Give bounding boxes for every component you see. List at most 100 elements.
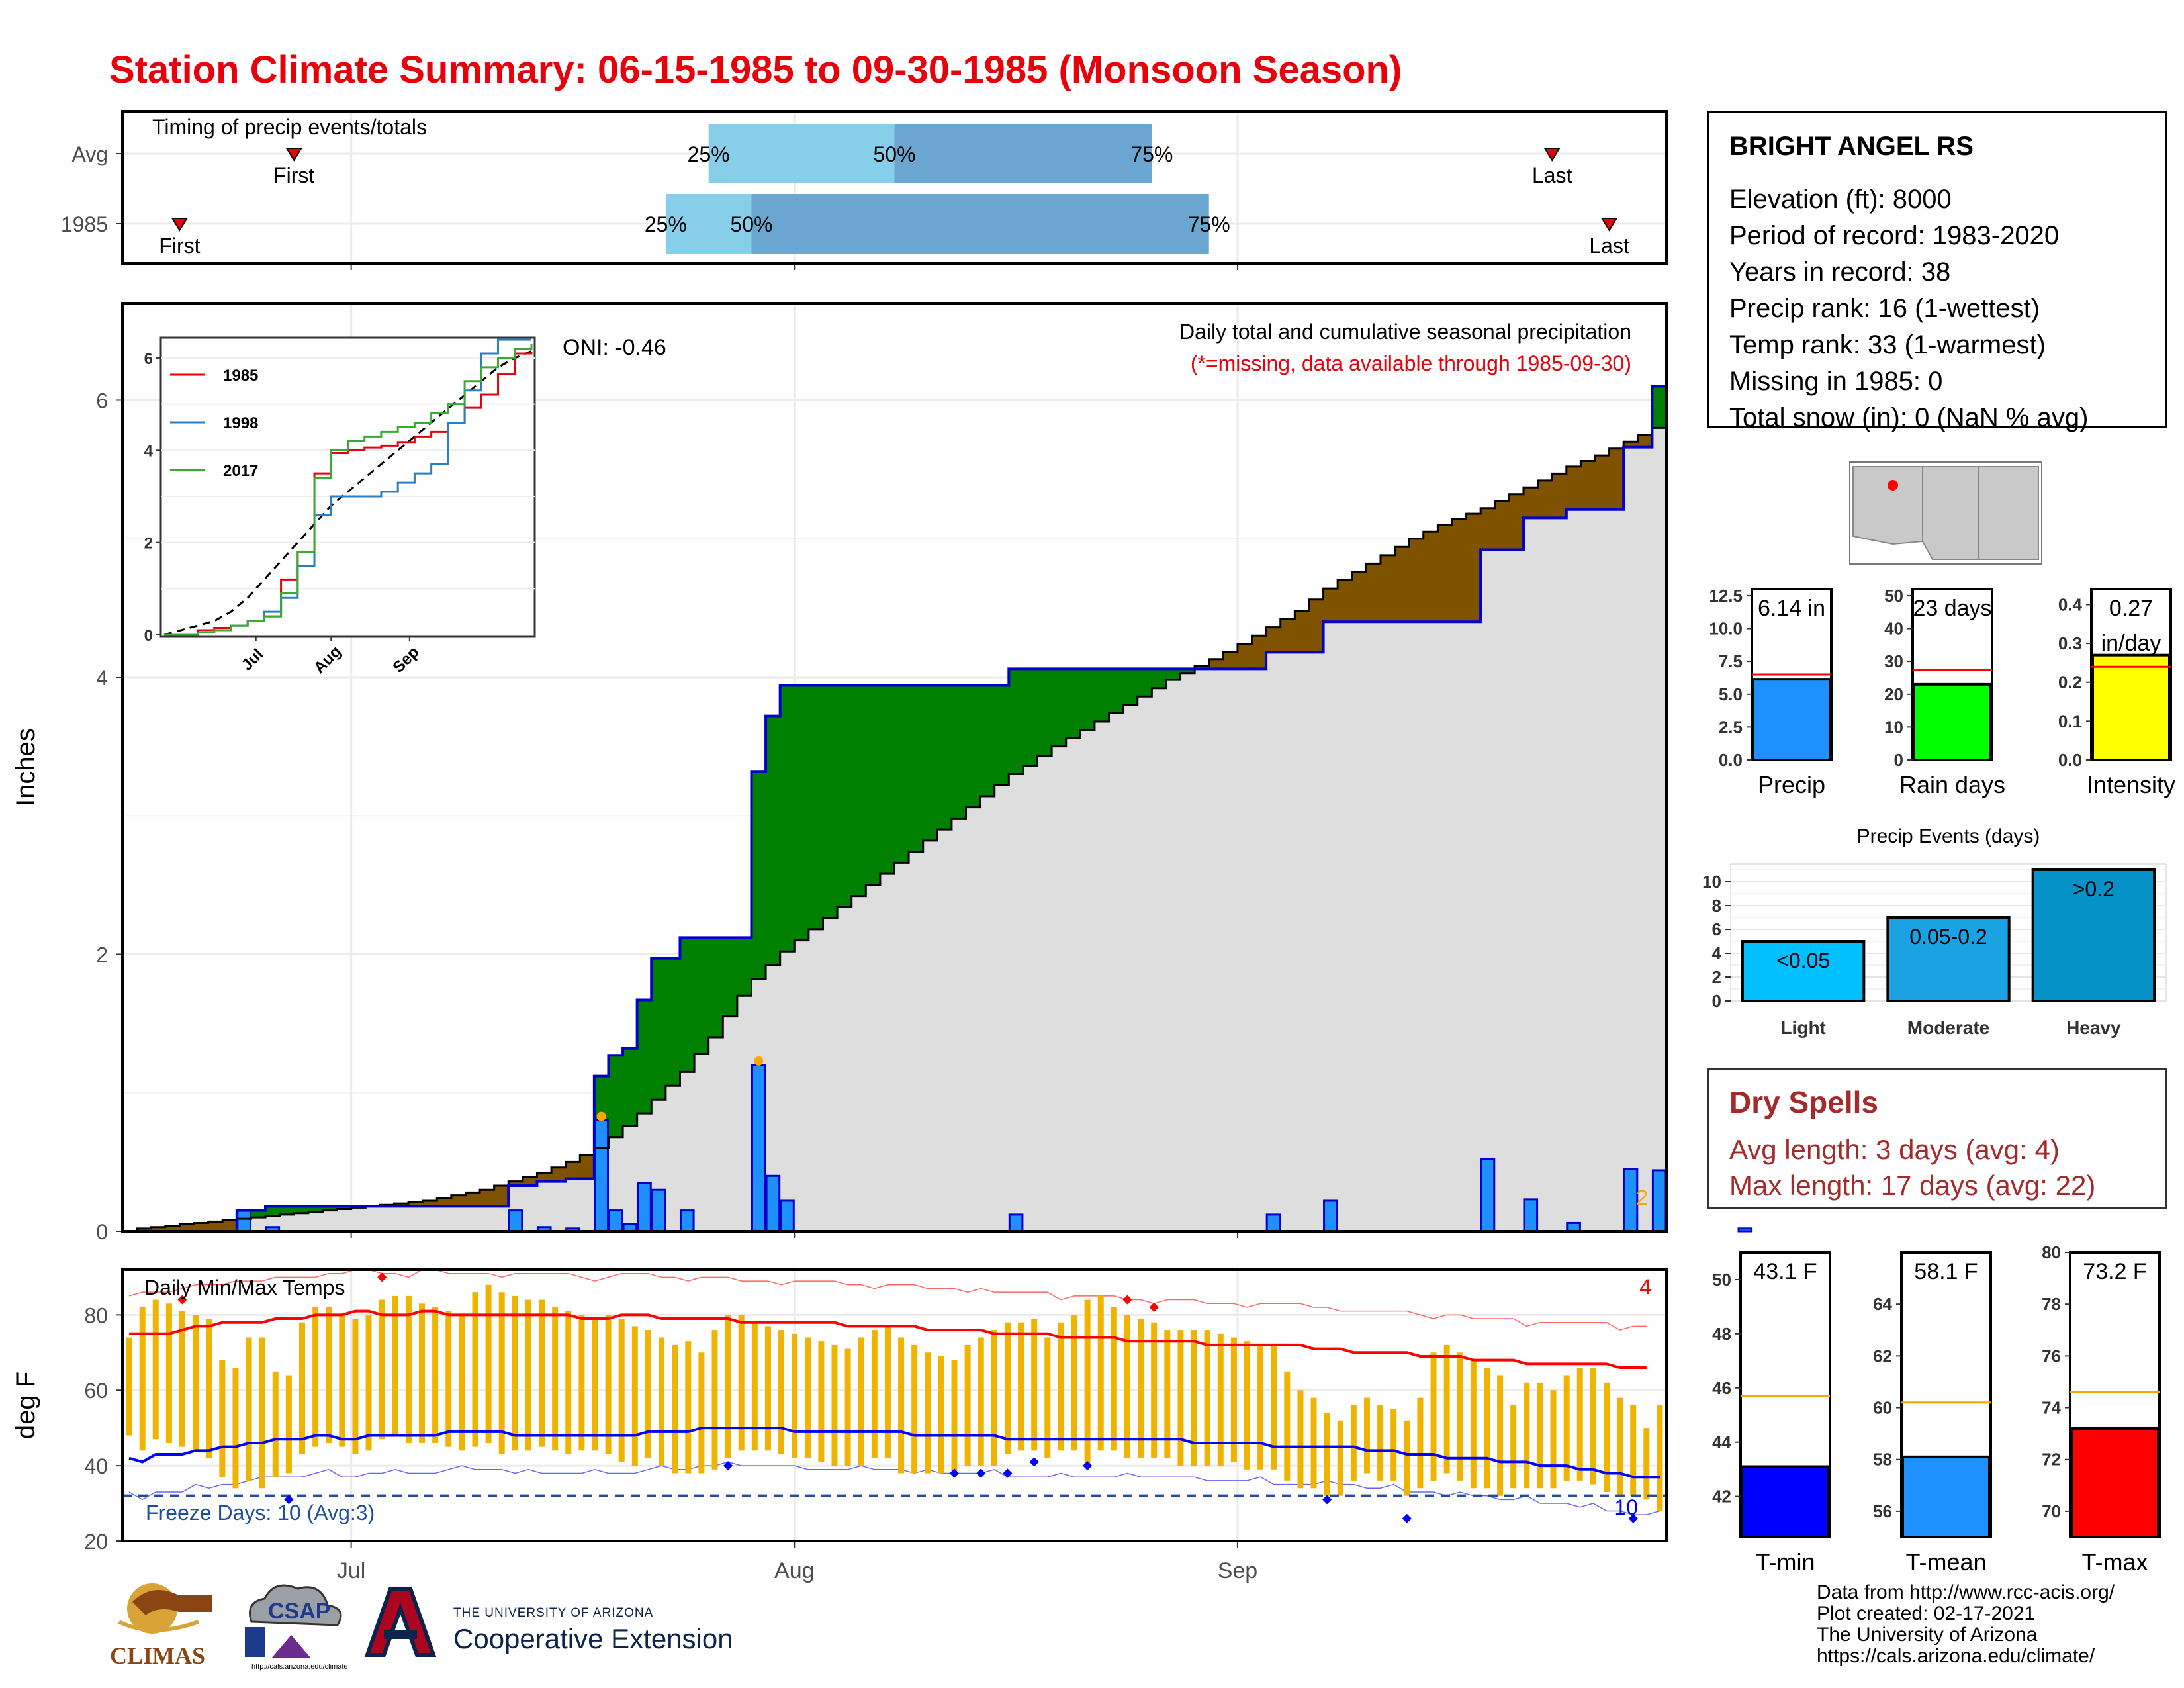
precip-wet-anomaly (1137, 669, 1152, 697)
inset-ytick-label: 2 (144, 535, 153, 553)
mini-value-text: 23 days (1913, 596, 1991, 621)
precip-wet-anomaly (751, 771, 766, 980)
temps-daily-bar (1217, 1333, 1224, 1466)
mini-value-text: 0.27 (2109, 596, 2153, 621)
station-period: Period of record: 1983-2020 (1729, 221, 2060, 250)
temps-daily-bar (445, 1311, 452, 1447)
precip-dry-anomaly (1537, 480, 1553, 518)
temps-daily-bar (1204, 1330, 1210, 1466)
precip-ylabel: Inches (11, 728, 40, 806)
timing-label-75: 75% (1188, 212, 1230, 236)
mini-category-label: T-mean (1905, 1548, 1986, 1575)
station-info-box: BRIGHT ANGEL RS Elevation (ft): 8000 Per… (1707, 111, 2167, 432)
temps-daily-bar (1497, 1375, 1504, 1496)
timing-first-label: First (159, 234, 200, 258)
station-snow: Total snow (in): 0 (NaN % avg) (1729, 403, 2089, 432)
temps-daily-bar (1524, 1382, 1530, 1489)
csap-url: http://cals.arizona.edu/climate (251, 1663, 348, 1671)
precip-dry-anomaly (1308, 599, 1324, 653)
events-bar-label: 0.05-0.2 (1909, 925, 1987, 949)
precip-daily-bar (1008, 1213, 1024, 1233)
temps-daily-bar (1510, 1405, 1517, 1489)
precip-dry-anomaly (1494, 501, 1510, 550)
precip-dry-anomaly (1509, 494, 1524, 550)
precip-wet-anomaly (880, 685, 895, 874)
mini-category-label: Rain days (1899, 771, 2005, 798)
mini-ytick-label: 0.4 (2058, 594, 2083, 614)
station-name: BRIGHT ANGEL RS (1729, 132, 1974, 161)
temps-daily-bar (179, 1311, 186, 1447)
precip-dry-anomaly (1466, 514, 1481, 622)
precip-daily-bar (780, 1199, 795, 1233)
events-bar (1741, 940, 1866, 1002)
climas-logo-text: CLIMAS (110, 1642, 206, 1669)
precip-daily-bar (1651, 1169, 1667, 1233)
precip-dry-anomaly (565, 1162, 580, 1179)
events-ytick-label: 10 (1702, 872, 1721, 892)
temps-daily-bar (1563, 1375, 1570, 1481)
temps-daily-bar (1363, 1397, 1370, 1474)
mini-ytick-label: 0.0 (1719, 750, 1743, 770)
temps-daily-bar (1230, 1337, 1237, 1462)
mini-value-bar (2091, 653, 2171, 761)
temps-daily-bar (764, 1326, 771, 1451)
temps-daily-bar (1097, 1295, 1104, 1451)
precip-wet-anomaly (1052, 669, 1067, 747)
precip-wet-anomaly (1009, 669, 1024, 774)
precip-dry-anomaly (451, 1195, 466, 1207)
locator-map (1849, 461, 2042, 565)
events-title: Precip Events (days) (1857, 825, 2040, 847)
temps-daily-bar (1324, 1413, 1330, 1496)
temps-daily-bar (1657, 1405, 1663, 1511)
temps-daily-bar (978, 1337, 984, 1466)
mini-ytick-label: 0 (1894, 750, 1903, 770)
temps-daily-bar (485, 1284, 492, 1443)
footer-line: The University of Arizona (1817, 1624, 2038, 1646)
temps-daily-bar (419, 1303, 426, 1443)
precip-wet-anomaly (294, 1206, 309, 1213)
precip-dry-anomaly (1266, 627, 1281, 653)
precip-daily-bar (765, 1174, 781, 1233)
precip-chart: 0 2 4 6 Inches Daily total and cumulative sea… (11, 302, 1753, 1244)
temps-daily-bar (659, 1337, 665, 1466)
dry-spells-title: Dry Spells (1729, 1085, 1878, 1119)
temps-daily-bar (792, 1333, 798, 1458)
temps-ytick-label: 20 (84, 1530, 108, 1554)
events-bar-label: <0.05 (1776, 949, 1830, 972)
dry-spells-max: Max length: 17 days (avg: 22) (1729, 1170, 2096, 1201)
csap-logo-text: CSAP (268, 1599, 330, 1624)
events-ytick-label: 8 (1712, 896, 1721, 915)
mini-value-text: 43.1 F (1753, 1259, 1817, 1284)
precip-dry-anomaly (222, 1220, 238, 1231)
mini-ytick-label: 20 (1884, 684, 1903, 704)
csap-logo-mark: CSAP (245, 1584, 342, 1658)
precip-wet-anomaly (994, 685, 1009, 786)
temps-daily-bar (552, 1307, 559, 1451)
temps-daily-bar (1470, 1360, 1477, 1489)
precip-dry-anomaly (1451, 519, 1467, 622)
precip-dry-anomaly (1552, 473, 1567, 518)
precip-dry-anomaly (194, 1223, 209, 1231)
precip-dry-anomaly (494, 1185, 509, 1207)
temps-daily-bar (1590, 1368, 1596, 1485)
temps-xtick-label: Jul (337, 1558, 365, 1583)
precip-daily-bar (1623, 1168, 1639, 1233)
mini-ytick-label: 74 (2042, 1398, 2061, 1418)
precip-corner-count: 2 (1636, 1186, 1648, 1209)
temperature-chart: 20 40 60 80 Jul Aug Sep deg F Daily Min/Max Temp… (11, 1268, 1668, 1583)
temps-daily-bar (605, 1315, 612, 1455)
precip-events-chart: Precip Events (days) 0 2 4 6 8 10 <0.05 Light 0.0… (1702, 825, 2167, 1038)
temps-daily-bar (1617, 1397, 1623, 1496)
temps-daily-bar (525, 1299, 531, 1451)
temps-daily-bar (911, 1344, 918, 1474)
precip-daily-bar (1737, 1227, 1753, 1233)
inset-frame (159, 336, 536, 638)
temps-tmax-average-line (129, 1309, 1647, 1370)
precip-cumulative-line (122, 385, 1666, 1233)
temps-daily-bar (672, 1344, 678, 1474)
temps-daily-bar (1297, 1390, 1304, 1489)
footer-line: https://cals.arizona.edu/climate/ (1817, 1645, 2095, 1667)
precip-wet-anomaly (665, 958, 680, 1086)
temps-daily-bar (1111, 1307, 1117, 1451)
station-precip-rank: Precip rank: 16 (1-wettest) (1729, 294, 2040, 323)
